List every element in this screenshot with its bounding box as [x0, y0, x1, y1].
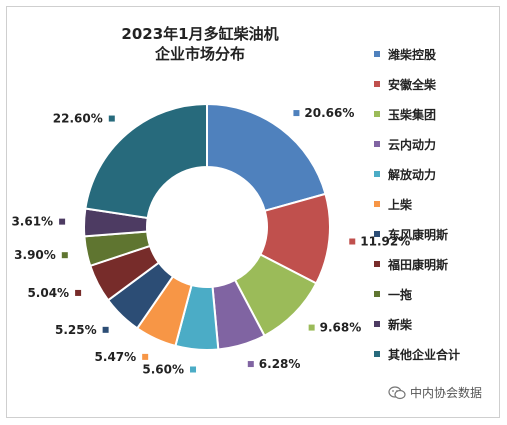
- wechat-icon: [388, 385, 406, 399]
- legend-label: 潍柴控股: [388, 47, 437, 62]
- data-label-marker: [102, 326, 109, 333]
- legend-item: 上柴: [374, 194, 412, 214]
- legend-item: 安徽全柴: [374, 74, 436, 94]
- legend-label: 云内动力: [388, 137, 437, 152]
- donut-slice: [206, 102, 327, 213]
- data-label-marker: [61, 252, 68, 259]
- legend-label: 玉柴集团: [388, 107, 437, 122]
- donut-slice: [84, 102, 208, 220]
- legend-item: 东风康明斯: [374, 224, 448, 244]
- data-label-marker: [349, 238, 356, 245]
- legend-item: 潍柴控股: [374, 44, 436, 64]
- legend-swatch: [374, 351, 380, 357]
- data-label: 20.66%: [304, 106, 354, 120]
- legend-label: 东风康明斯: [388, 227, 449, 242]
- data-label: 11.92%: [360, 235, 410, 249]
- data-label: 5.47%: [95, 350, 137, 364]
- legend-swatch: [374, 231, 380, 237]
- legend-label: 上柴: [388, 197, 413, 212]
- data-label-marker: [247, 361, 254, 368]
- legend-swatch: [374, 81, 380, 87]
- legend-swatch: [374, 111, 380, 117]
- legend-swatch: [374, 321, 380, 327]
- legend-swatch: [374, 141, 380, 147]
- data-label-marker: [59, 218, 66, 225]
- legend-label: 一拖: [388, 287, 413, 302]
- data-label: 5.04%: [27, 286, 69, 300]
- legend-label: 其他企业合计: [388, 347, 461, 362]
- legend-swatch: [374, 261, 380, 267]
- data-label-marker: [293, 110, 300, 117]
- watermark: 中内协会数据: [388, 384, 482, 401]
- legend-item: 解放动力: [374, 164, 436, 184]
- legend-swatch: [374, 171, 380, 177]
- data-label: 5.25%: [55, 323, 97, 337]
- chart-title: 2023年1月多缸柴油机: [121, 25, 279, 43]
- data-label-marker: [308, 324, 315, 331]
- data-label: 6.28%: [259, 357, 301, 371]
- legend-label: 解放动力: [388, 167, 437, 182]
- legend-item: 玉柴集团: [374, 104, 436, 124]
- data-label: 3.61%: [11, 215, 53, 229]
- legend-swatch: [374, 291, 380, 297]
- legend-item: 其他企业合计: [374, 344, 460, 364]
- legend-item: 云内动力: [374, 134, 436, 154]
- legend-label: 福田康明斯: [388, 257, 449, 272]
- legend-item: 新柴: [374, 314, 412, 334]
- legend-item: 一拖: [374, 284, 412, 304]
- legend-swatch: [374, 51, 380, 57]
- data-label: 3.90%: [14, 248, 56, 262]
- data-label: 22.60%: [53, 112, 103, 126]
- data-label-marker: [142, 353, 149, 360]
- data-label-marker: [75, 289, 82, 296]
- data-label-marker: [190, 366, 197, 373]
- data-label-marker: [108, 115, 115, 122]
- chart-subtitle: 企业市场分布: [154, 45, 245, 63]
- legend-item: 福田康明斯: [374, 254, 448, 274]
- legend-label: 安徽全柴: [388, 77, 437, 92]
- data-label: 5.60%: [142, 362, 184, 376]
- legend-label: 新柴: [388, 317, 413, 332]
- legend-swatch: [374, 201, 380, 207]
- watermark-text: 中内协会数据: [410, 386, 483, 400]
- data-label: 9.68%: [320, 321, 362, 335]
